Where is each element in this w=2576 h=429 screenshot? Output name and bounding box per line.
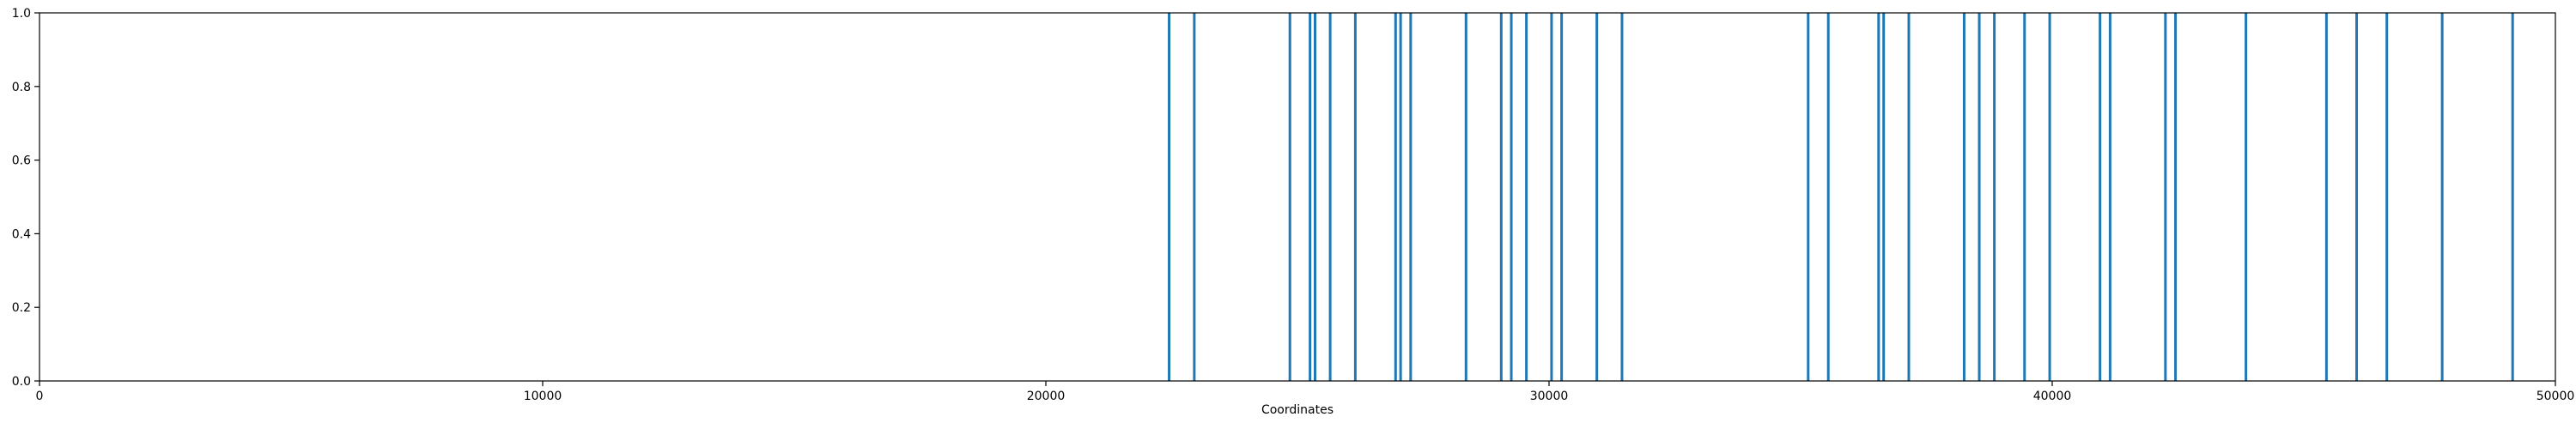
bar	[1882, 13, 1886, 381]
plot-area	[39, 13, 2555, 381]
bar	[1560, 13, 1564, 381]
bar	[2385, 13, 2389, 381]
x-tick-label: 0	[36, 390, 44, 403]
x-tick-label: 30000	[1530, 390, 1569, 403]
bars-layer	[1168, 13, 2514, 381]
y-tick-label: 0.4	[12, 227, 31, 241]
bar	[2048, 13, 2051, 381]
y-tick-label: 0.6	[12, 154, 31, 168]
bar	[1193, 13, 1196, 381]
bar	[1978, 13, 1981, 381]
bar	[2440, 13, 2444, 381]
bar	[1399, 13, 1402, 381]
bar	[2355, 13, 2359, 381]
bar	[1510, 13, 1513, 381]
bar	[1525, 13, 1528, 381]
bar	[2245, 13, 2248, 381]
x-tick-label: 20000	[1027, 390, 1066, 403]
bar	[2174, 13, 2178, 381]
bar	[1993, 13, 1996, 381]
bar	[1353, 13, 1357, 381]
bar	[1309, 13, 1312, 381]
bar	[1877, 13, 1880, 381]
bar	[1328, 13, 1332, 381]
bar	[2023, 13, 2026, 381]
x-tick-label: 50000	[2537, 390, 2575, 403]
y-tick-label: 0.2	[12, 301, 31, 315]
bar	[1464, 13, 1467, 381]
x-axis-ticks: 0 10000 20000 30000 40000 50000	[36, 381, 2575, 403]
y-axis-ticks: 0.0 0.2 0.4 0.6 0.8 1.0	[12, 7, 39, 389]
plot-frame	[39, 12, 2556, 382]
bar	[2099, 13, 2102, 381]
bar	[1595, 13, 1599, 381]
y-tick-label: 0.0	[12, 375, 31, 389]
bar	[2164, 13, 2167, 381]
bar	[2324, 13, 2328, 381]
y-tick-label: 1.0	[12, 7, 31, 21]
bar	[1807, 13, 1810, 381]
bar	[2108, 13, 2111, 381]
x-tick-label: 10000	[524, 390, 562, 403]
x-tick-label: 40000	[2033, 390, 2072, 403]
bar	[1314, 13, 1317, 381]
x-axis-label: Coordinates	[1261, 403, 1334, 417]
bar	[1394, 13, 1397, 381]
bar	[1620, 13, 1624, 381]
bar	[1168, 13, 1171, 381]
bar	[1826, 13, 1830, 381]
bar	[1907, 13, 1911, 381]
bar	[1962, 13, 1965, 381]
bar	[1409, 13, 1413, 381]
bar	[1288, 13, 1291, 381]
bar	[1499, 13, 1503, 381]
y-tick-label: 0.8	[12, 81, 31, 94]
bar	[2511, 13, 2514, 381]
bar	[1550, 13, 1553, 381]
